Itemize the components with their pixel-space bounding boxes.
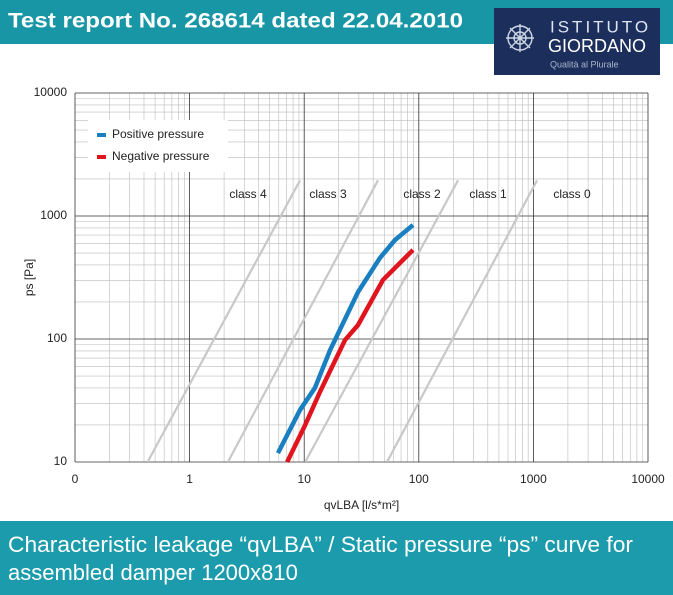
logo xyxy=(494,8,660,75)
x-tick-label: 10000 xyxy=(631,472,665,486)
x-tick-label: 0 xyxy=(72,472,79,486)
class-label: class 4 xyxy=(229,187,267,201)
series-line xyxy=(275,223,415,455)
y-axis-label: ps [Pa] xyxy=(22,259,36,296)
class-line xyxy=(304,179,460,462)
header-title: Test report No. 268614 dated 22.04.2010 xyxy=(8,10,463,33)
legend-label: Positive pressure xyxy=(112,127,204,141)
class-label: class 2 xyxy=(403,187,441,201)
logo-text: ISTITUTO xyxy=(550,17,651,36)
logo-emblem xyxy=(506,24,534,52)
y-tick-label: 10000 xyxy=(34,85,68,99)
y-tick-label: 1000 xyxy=(40,208,67,222)
caption: Characteristic leakage “qvLBA” / Static … xyxy=(8,532,633,557)
legend-label: Negative pressure xyxy=(112,149,210,163)
class-label: class 0 xyxy=(553,187,591,201)
legend xyxy=(88,120,228,172)
class-label: class 3 xyxy=(309,187,347,201)
series-line xyxy=(285,248,415,463)
x-tick-label: 1 xyxy=(186,472,193,486)
logo-text: GIORDANO xyxy=(548,36,646,56)
x-tick-label: 10 xyxy=(298,472,312,486)
caption: assembled damper 1200x810 xyxy=(8,560,298,585)
caption-bar xyxy=(0,521,673,595)
x-tick-label: 1000 xyxy=(520,472,547,486)
class-line xyxy=(386,179,538,462)
plot: 0 1 10 100 1000 10000 10 100 1000 10000 qvLBA [l/s… xyxy=(22,85,665,512)
class-line xyxy=(226,179,379,462)
logo-text: Qualità al Plurale xyxy=(550,59,619,69)
y-tick-label: 10 xyxy=(54,454,68,468)
class-line xyxy=(146,179,302,462)
class-label: class 1 xyxy=(469,187,507,201)
x-axis-label: qvLBA [l/s*m²] xyxy=(324,498,399,512)
x-tick-label: 100 xyxy=(409,472,429,486)
y-tick-label: 100 xyxy=(47,331,67,345)
